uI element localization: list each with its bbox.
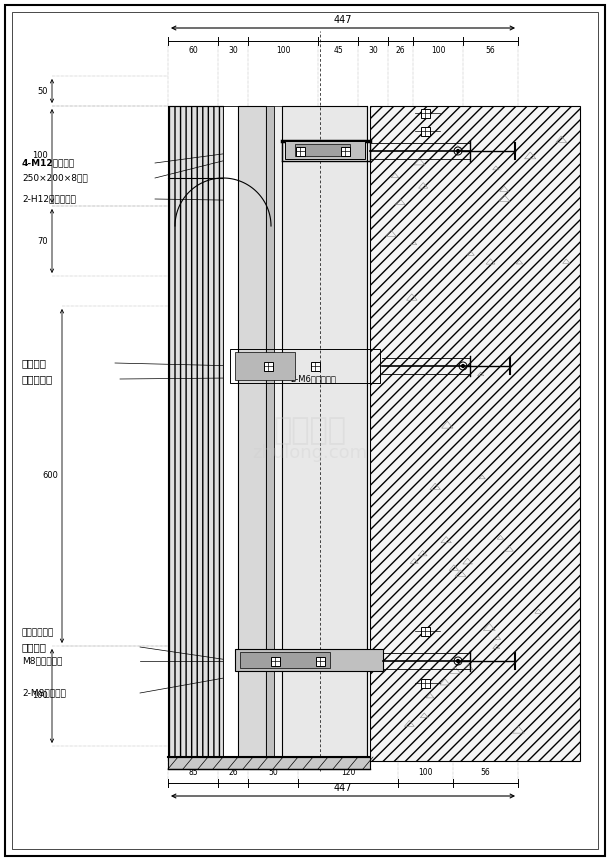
Bar bbox=[266, 106, 274, 761]
Text: 56: 56 bbox=[486, 46, 495, 55]
Text: 45: 45 bbox=[333, 46, 343, 55]
Bar bbox=[420, 627, 429, 635]
Bar bbox=[295, 144, 350, 156]
Text: 50: 50 bbox=[268, 768, 278, 777]
Circle shape bbox=[462, 364, 464, 368]
Bar bbox=[282, 106, 367, 761]
Bar bbox=[168, 757, 370, 769]
Text: 橡胶垫块: 橡胶垫块 bbox=[22, 358, 47, 368]
Text: 600: 600 bbox=[42, 472, 58, 480]
Text: 2-M8膨胀螺柱: 2-M8膨胀螺柱 bbox=[22, 689, 66, 697]
Bar bbox=[235, 649, 383, 671]
Circle shape bbox=[457, 150, 459, 152]
Bar bbox=[420, 678, 429, 687]
Text: 56: 56 bbox=[481, 768, 490, 777]
Bar bbox=[223, 106, 238, 761]
Text: 4-M12化学螺栓: 4-M12化学螺栓 bbox=[22, 158, 75, 168]
Text: 50: 50 bbox=[37, 86, 48, 96]
Text: 70: 70 bbox=[37, 237, 48, 245]
Bar bbox=[340, 146, 350, 156]
Bar bbox=[420, 127, 429, 135]
Text: 100: 100 bbox=[32, 152, 48, 160]
Text: 绝缘隔离层: 绝缘隔离层 bbox=[22, 374, 53, 384]
Text: 100: 100 bbox=[418, 768, 432, 777]
Text: M8不锈钢螺栓: M8不锈钢螺栓 bbox=[22, 656, 62, 666]
Text: 铝合金属安座: 铝合金属安座 bbox=[22, 629, 54, 637]
Text: 250×200×8钢板: 250×200×8钢板 bbox=[22, 174, 88, 183]
Text: 30: 30 bbox=[228, 46, 238, 55]
Bar bbox=[420, 108, 429, 117]
Text: 26: 26 bbox=[396, 46, 405, 55]
Text: 100: 100 bbox=[276, 46, 290, 55]
Bar bbox=[235, 352, 295, 380]
Text: 筑龙建筑: 筑龙建筑 bbox=[273, 417, 346, 445]
Bar bbox=[264, 362, 273, 370]
Bar bbox=[370, 106, 580, 761]
Bar bbox=[274, 106, 282, 761]
Text: 447: 447 bbox=[334, 15, 352, 25]
Bar bbox=[295, 146, 304, 156]
Text: zhulong.com: zhulong.com bbox=[253, 444, 368, 462]
Bar bbox=[168, 106, 223, 761]
Text: 447: 447 bbox=[334, 783, 352, 793]
Bar bbox=[230, 349, 380, 383]
Bar bbox=[240, 354, 290, 378]
Bar bbox=[240, 652, 330, 668]
Text: 85: 85 bbox=[188, 768, 198, 777]
Text: 26: 26 bbox=[228, 768, 238, 777]
Text: 30: 30 bbox=[368, 46, 378, 55]
Text: 2-M6不锈钢螺栓: 2-M6不锈钢螺栓 bbox=[290, 375, 336, 383]
Text: 100: 100 bbox=[32, 691, 48, 701]
Text: 100: 100 bbox=[431, 46, 445, 55]
Bar bbox=[315, 656, 325, 666]
Text: 60: 60 bbox=[188, 46, 198, 55]
Text: 2-H12不锈钢螺栓: 2-H12不锈钢螺栓 bbox=[22, 195, 76, 203]
Bar bbox=[310, 362, 320, 370]
Text: 120: 120 bbox=[341, 768, 355, 777]
Text: 石材上勾: 石材上勾 bbox=[22, 642, 47, 652]
Bar bbox=[285, 141, 365, 159]
Bar bbox=[270, 656, 279, 666]
Bar bbox=[238, 106, 266, 761]
Circle shape bbox=[457, 660, 459, 662]
